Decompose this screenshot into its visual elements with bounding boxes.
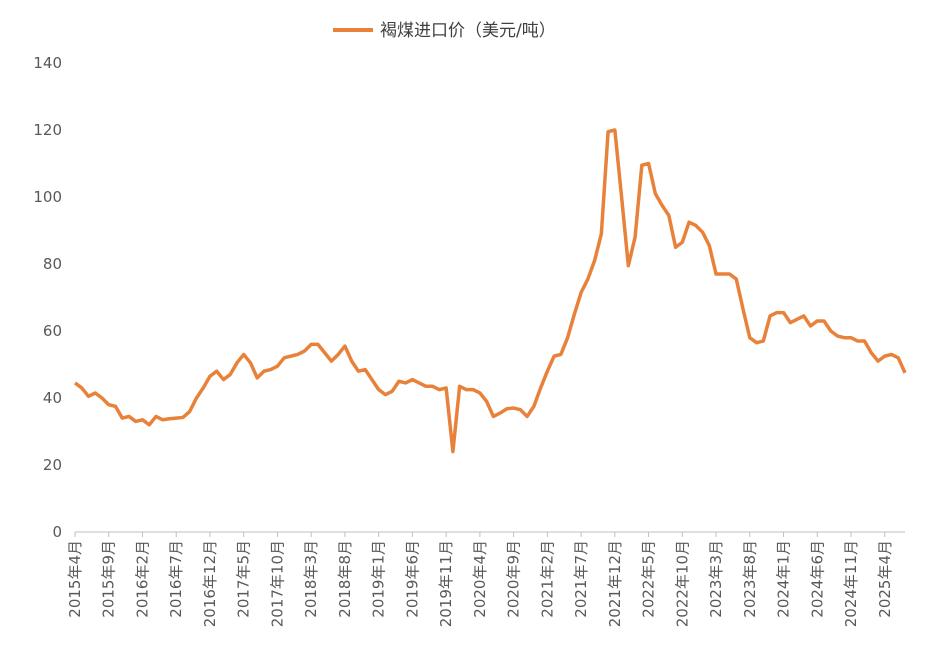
y-tick-label: 140 bbox=[33, 54, 62, 72]
x-tick-label: 2019年11月 bbox=[437, 540, 455, 627]
x-tick-label: 2021年12月 bbox=[606, 540, 624, 627]
x-tick-label: 2024年6月 bbox=[808, 540, 826, 618]
x-tick-label: 2019年1月 bbox=[370, 540, 388, 618]
x-tick-label: 2020年4月 bbox=[471, 540, 489, 618]
x-tick-label: 2021年2月 bbox=[538, 540, 556, 618]
x-tick-label: 2022年10月 bbox=[673, 540, 691, 627]
x-tick-label: 2017年10月 bbox=[268, 540, 286, 627]
y-tick-label: 40 bbox=[43, 389, 62, 407]
x-tick-label: 2016年2月 bbox=[133, 540, 151, 618]
x-tick-label: 2018年8月 bbox=[336, 540, 354, 618]
x-tick-label: 2022年5月 bbox=[640, 540, 658, 618]
x-tick-label: 2016年7月 bbox=[167, 540, 185, 618]
x-tick-label: 2018年3月 bbox=[302, 540, 320, 618]
x-tick-label: 2021年7月 bbox=[572, 540, 590, 618]
x-tick-label: 2019年6月 bbox=[403, 540, 421, 618]
y-tick-label: 120 bbox=[33, 121, 62, 139]
x-tick-label: 2023年3月 bbox=[707, 540, 725, 618]
y-tick-label: 80 bbox=[43, 255, 62, 273]
x-tick-label: 2020年9月 bbox=[505, 540, 523, 618]
y-tick-label: 20 bbox=[43, 456, 62, 474]
x-tick-label: 2023年8月 bbox=[741, 540, 759, 618]
x-tick-label: 2024年11月 bbox=[842, 540, 860, 627]
x-tick-label: 2024年1月 bbox=[775, 540, 793, 618]
y-tick-label: 60 bbox=[43, 322, 62, 340]
x-tick-label: 2017年5月 bbox=[235, 540, 253, 618]
data-line bbox=[73, 128, 907, 454]
y-tick-label: 0 bbox=[52, 523, 62, 541]
x-tick-label: 2015年9月 bbox=[100, 540, 118, 618]
y-tick-label: 100 bbox=[33, 188, 62, 206]
x-tick-label: 2015年4月 bbox=[66, 540, 84, 618]
x-tick-label: 2025年4月 bbox=[876, 540, 894, 618]
legend-label: 褐煤进口价（美元/吨） bbox=[380, 21, 556, 41]
x-tick-label: 2016年12月 bbox=[201, 540, 219, 627]
